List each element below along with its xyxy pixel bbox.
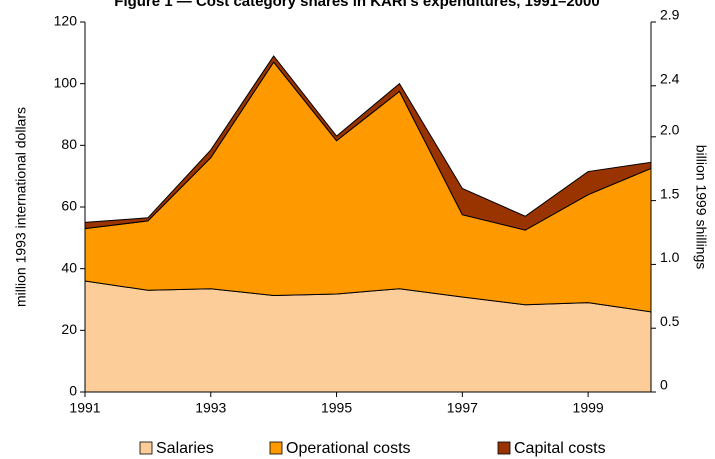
legend-label: Operational costs: [286, 440, 411, 457]
y-tick-label: 40: [61, 259, 77, 275]
y-tick-label: 20: [61, 321, 77, 337]
y-tick-label: 80: [61, 136, 77, 152]
legend-label: Salaries: [156, 440, 214, 457]
legend-label: Capital costs: [514, 440, 606, 457]
legend-swatch: [269, 441, 283, 455]
legend-swatch: [497, 441, 511, 455]
x-tick-label: 1993: [195, 400, 226, 416]
y2-tick-label: 2.4: [660, 70, 680, 86]
y2-axis-label: billion 1999 shillings: [693, 145, 709, 270]
y2-tick-label: 1.5: [660, 185, 680, 201]
legend-swatch: [139, 441, 153, 455]
y-tick-label: 120: [54, 13, 78, 29]
y-tick-label: 100: [54, 74, 78, 90]
y2-tick-label: 0: [660, 377, 668, 393]
x-tick-label: 1997: [447, 400, 478, 416]
y2-tick-label: 0.5: [660, 313, 680, 329]
y2-tick-label: 2.0: [660, 122, 680, 138]
y2-tick-label: 1.0: [660, 249, 680, 265]
x-tick-label: 1991: [69, 400, 100, 416]
y-tick-label: 0: [69, 383, 77, 399]
y-tick-label: 60: [61, 198, 77, 214]
y-axis-label: million 1993 international dollars: [13, 107, 29, 307]
x-tick-label: 1999: [573, 400, 604, 416]
y2-tick-label: 2.9: [660, 7, 680, 23]
x-tick-label: 1995: [321, 400, 352, 416]
chart-title: Figure 1 — Cost category shares in KARI'…: [114, 0, 599, 10]
